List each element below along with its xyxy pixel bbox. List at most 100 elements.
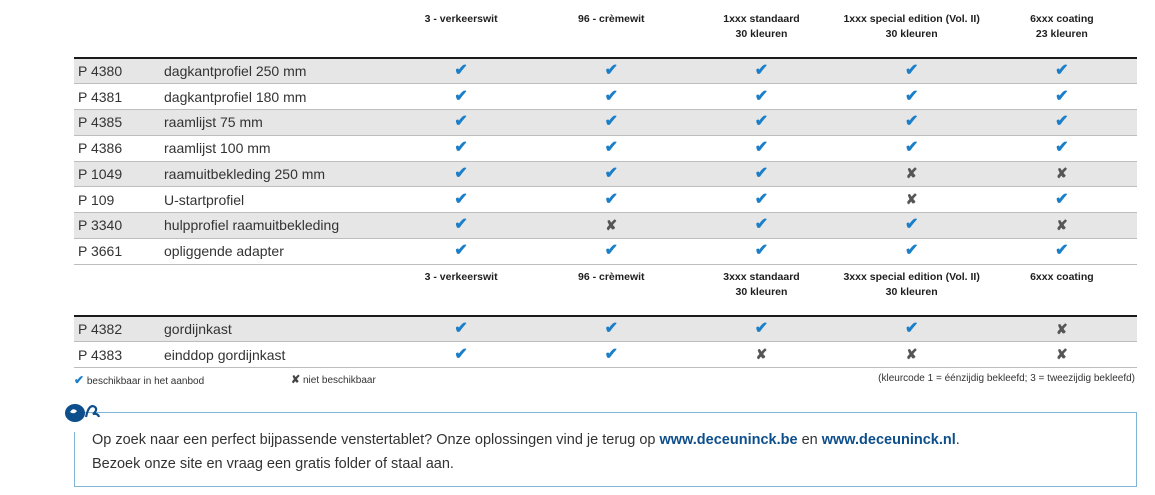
check-icon: ✔	[904, 216, 919, 234]
table-row: P 4380 dagkantprofiel 250 mm ✔ ✔ ✔ ✔ ✔	[74, 58, 1137, 85]
availability-cell: ✔	[836, 135, 987, 162]
check-icon: ✔	[604, 190, 618, 208]
table-header-row: 3 - verkeerswit 96 - crèmewit 3xxx stand…	[74, 268, 1137, 317]
legend-available-label: beschikbaar in het aanbod	[86, 376, 205, 387]
profile-description: dagkantprofiel 250 mm	[164, 58, 386, 85]
availability-cell: ✘	[986, 316, 1137, 343]
color-code-note: (kleurcode 1 = éénzijdig bekleefd; 3 = t…	[878, 373, 1135, 384]
legend-available: ✔ beschikbaar in het aanbod	[74, 373, 204, 387]
cross-icon: ✘	[755, 346, 768, 363]
profile-code: P 4382	[74, 316, 164, 343]
availability-cell: ✔	[386, 161, 537, 188]
availability-cell: ✔	[536, 161, 687, 188]
check-icon: ✔	[754, 190, 769, 208]
availability-cell: ✔	[836, 58, 987, 85]
availability-cell: ✘	[686, 341, 837, 368]
availability-table-1: 3 - verkeerswit 96 - crèmewit 1xxx stand…	[74, 10, 1137, 265]
check-icon: ✔	[454, 164, 468, 182]
availability-cell: ✔	[536, 83, 687, 110]
check-icon: ✔	[754, 164, 769, 182]
availability-cell: ✔	[686, 212, 837, 239]
cross-icon: ✘	[905, 191, 918, 208]
availability-cell: ✔	[536, 186, 687, 213]
profile-description: hulpprofiel raamuitbekleding	[164, 212, 386, 239]
profile-description: raamlijst 100 mm	[164, 135, 386, 162]
profile-code: P 1049	[74, 161, 164, 188]
availability-cell: ✔	[986, 109, 1137, 136]
availability-cell: ✔	[686, 83, 837, 110]
check-icon: ✔	[904, 113, 919, 131]
availability-cell: ✔	[686, 109, 837, 136]
table-header-row: 3 - verkeerswit 96 - crèmewit 1xxx stand…	[74, 10, 1137, 59]
availability-cell: ✔	[386, 238, 537, 265]
check-icon: ✔	[904, 242, 919, 260]
profile-description: U-startprofiel	[164, 186, 386, 213]
check-icon: ✔	[754, 242, 769, 260]
availability-cell: ✔	[386, 186, 537, 213]
header-blank	[74, 10, 164, 59]
table-row: P 109 U-startprofiel ✔ ✔ ✔ ✘ ✔	[74, 186, 1137, 213]
check-icon: ✔	[754, 139, 769, 157]
column-header: 6xxx coating 23 kleuren	[986, 10, 1137, 59]
check-icon: ✔	[1055, 190, 1069, 208]
check-icon: ✔	[1055, 87, 1069, 105]
check-icon: ✔	[904, 62, 919, 80]
cross-icon: ✘	[1056, 216, 1068, 233]
profile-code: P 3661	[74, 238, 164, 265]
info-line-2: Bezoek onze site en vraag een gratis fol…	[92, 456, 454, 472]
check-icon: ✔	[454, 87, 468, 105]
availability-cell: ✔	[836, 212, 987, 239]
check-icon: ✔	[904, 320, 919, 338]
profile-code: P 4386	[74, 135, 164, 162]
info-box	[74, 412, 1137, 487]
check-icon: ✔	[604, 164, 618, 182]
column-header: 6xxx coating	[986, 268, 1137, 317]
profile-code: P 3340	[74, 212, 164, 239]
cross-icon: ✘	[905, 165, 918, 182]
check-icon: ✔	[1055, 113, 1069, 131]
availability-cell: ✔	[986, 83, 1137, 110]
check-icon: ✔	[1055, 62, 1069, 80]
deceuninck-tip-icon	[65, 404, 101, 422]
check-icon: ✔	[454, 216, 468, 234]
profile-description: raamlijst 75 mm	[164, 109, 386, 136]
profile-code: P 4385	[74, 109, 164, 136]
profile-description: gordijnkast	[164, 316, 386, 343]
profile-description: raamuitbekleding 250 mm	[164, 161, 386, 188]
check-icon: ✔	[454, 320, 468, 338]
availability-cell: ✘	[836, 186, 987, 213]
check-icon: ✔	[904, 139, 919, 157]
table-row: P 1049 raamuitbekleding 250 mm ✔ ✔ ✔ ✘ ✘	[74, 161, 1137, 188]
profile-code: P 4383	[74, 341, 164, 368]
link-deceuninck-be[interactable]: www.deceuninck.be	[659, 432, 798, 448]
availability-cell: ✔	[536, 109, 687, 136]
cross-icon: ✘	[291, 374, 301, 386]
availability-cell: ✔	[386, 316, 537, 343]
check-icon: ✔	[454, 113, 468, 131]
link-deceuninck-nl[interactable]: www.deceuninck.nl	[821, 432, 956, 448]
availability-cell: ✘	[986, 341, 1137, 368]
availability-cell: ✔	[836, 83, 987, 110]
header-blank	[164, 268, 386, 317]
table-row: P 4382 gordijnkast ✔ ✔ ✔ ✔ ✘	[74, 316, 1137, 343]
table-row: P 4385 raamlijst 75 mm ✔ ✔ ✔ ✔ ✔	[74, 109, 1137, 136]
availability-cell: ✔	[536, 58, 687, 85]
check-icon: ✔	[754, 113, 769, 131]
check-icon: ✔	[1055, 242, 1069, 260]
profile-description: opliggende adapter	[164, 238, 386, 265]
availability-cell: ✔	[986, 186, 1137, 213]
check-icon: ✔	[74, 373, 85, 387]
availability-cell: ✔	[836, 316, 987, 343]
availability-cell: ✔	[686, 186, 837, 213]
availability-cell: ✔	[986, 135, 1137, 162]
column-header: 3 - verkeerswit	[386, 268, 537, 317]
check-icon: ✔	[454, 242, 468, 260]
check-icon: ✔	[604, 62, 618, 80]
availability-cell: ✔	[836, 238, 987, 265]
check-icon: ✔	[904, 87, 919, 105]
availability-cell: ✘	[836, 161, 987, 188]
availability-cell: ✔	[986, 58, 1137, 85]
availability-cell: ✔	[386, 109, 537, 136]
availability-cell: ✔	[536, 316, 687, 343]
column-header: 96 - crèmewit	[536, 268, 687, 317]
